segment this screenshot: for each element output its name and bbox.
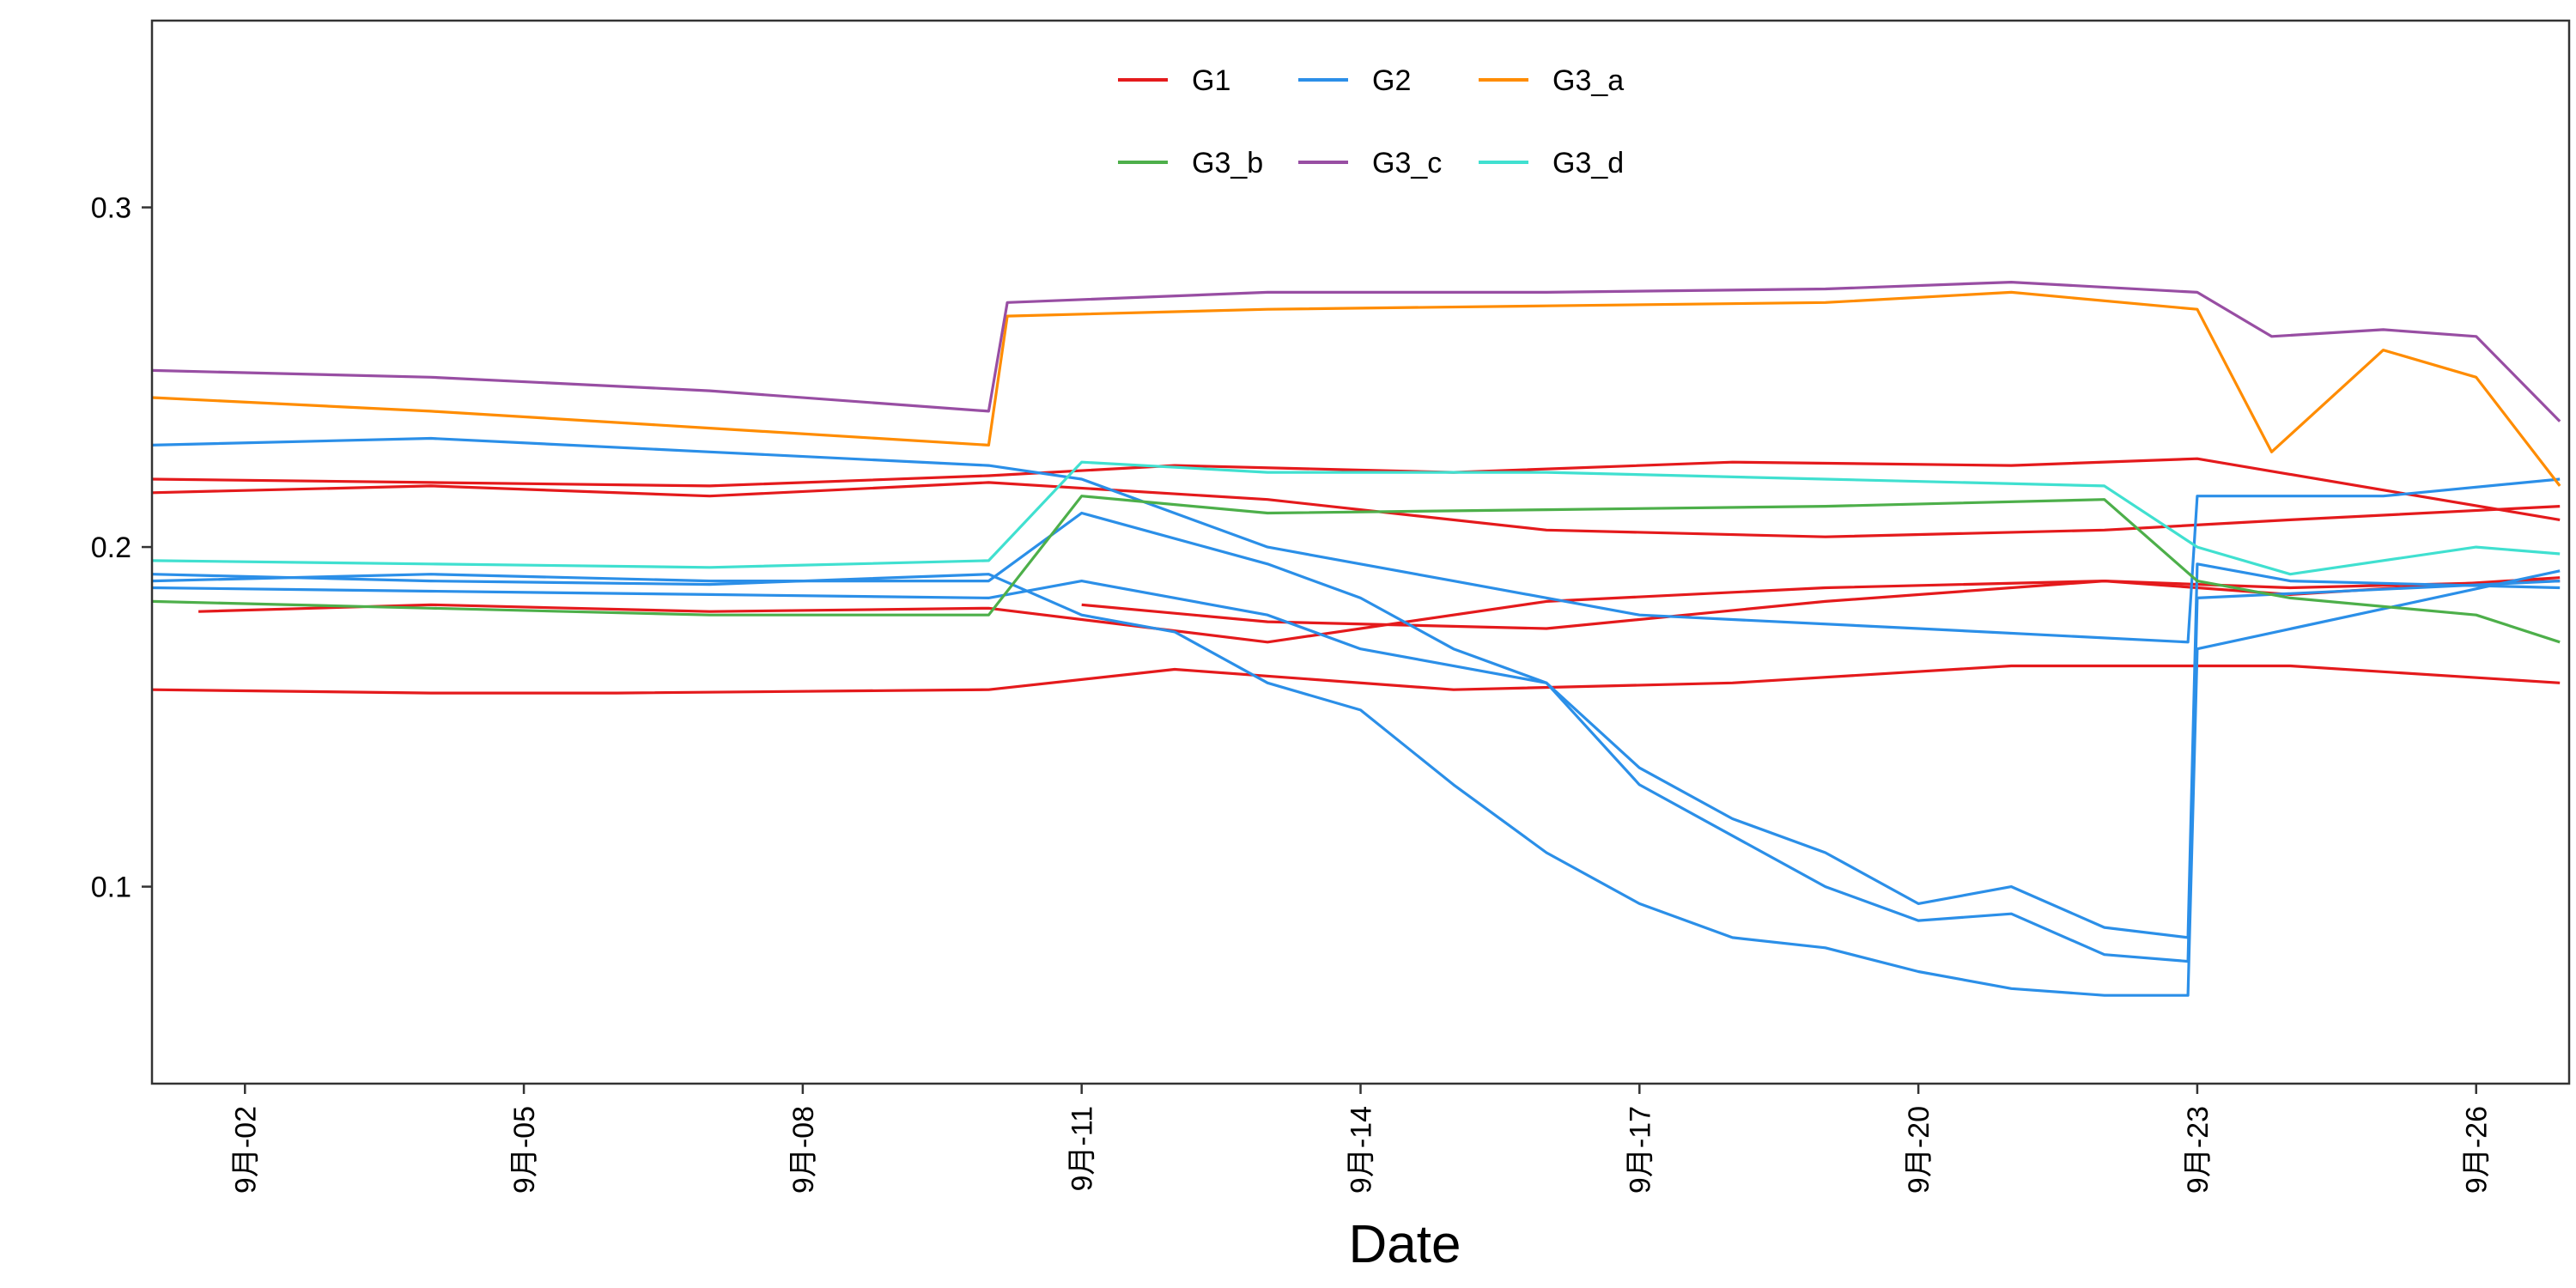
y-axis: 0.1 0.2 0.3: [91, 192, 152, 904]
legend-label: G3_a: [1552, 64, 1624, 97]
x-tick-label: 9月-23: [2182, 1106, 2215, 1194]
series-line: [151, 460, 2561, 576]
y-tick-label: 0.1: [91, 872, 131, 904]
series-layer: [151, 281, 2561, 997]
legend-item-g2: G2: [1298, 64, 1411, 97]
series-g3-c: [151, 281, 2561, 422]
series-line: [151, 290, 2561, 487]
legend-item-g3-d: G3_d: [1479, 147, 1624, 179]
legend-item-g3-c: G3_c: [1298, 147, 1442, 179]
plot-panel: [150, 19, 2571, 1085]
series-g3-a: [151, 290, 2561, 487]
series-line: [151, 569, 2561, 997]
x-tick-label: 9月-20: [1903, 1106, 1935, 1194]
y-tick-label: 0.3: [91, 192, 131, 225]
x-tick-label: 9月-14: [1346, 1106, 1378, 1194]
legend-label: G3_c: [1372, 147, 1442, 179]
series-g1: [151, 457, 2561, 695]
legend-label: G3_b: [1192, 147, 1263, 179]
x-tick-label: 9月-26: [2461, 1106, 2494, 1194]
series-line: [151, 281, 2561, 422]
series-line: [151, 457, 2561, 521]
y-tick-label: 0.2: [91, 532, 131, 564]
legend-label: G3_d: [1552, 147, 1624, 179]
series-line: [151, 511, 2561, 939]
series-g3-d: [151, 460, 2561, 576]
legend-item-g3-a: G3_a: [1479, 64, 1624, 97]
series-line: [151, 481, 2561, 538]
x-tick-label: 9月-17: [1624, 1106, 1656, 1194]
series-line: [151, 436, 2561, 644]
series-g2: [151, 436, 2561, 997]
legend-item-g3-b: G3_b: [1118, 147, 1263, 179]
x-tick-label: 9月-11: [1066, 1106, 1099, 1192]
series-line: [151, 664, 2561, 695]
series-g3-b: [151, 495, 2561, 644]
x-tick-label: 9月-05: [508, 1106, 541, 1194]
legend-label: G2: [1372, 64, 1411, 97]
x-axis-title: Date: [1349, 1215, 1461, 1274]
legend-item-g1: G1: [1118, 64, 1230, 97]
series-line: [151, 495, 2561, 644]
series-line: [151, 580, 2561, 963]
x-tick-label: 9月-02: [229, 1106, 262, 1194]
legend: G1 G2 G3_a G3_b G3_c G3_d: [1118, 64, 1624, 179]
legend-label: G1: [1192, 64, 1230, 97]
x-tick-label: 9月-08: [787, 1106, 820, 1194]
x-axis: 9月-02 9月-05 9月-08 9月-11 9月-14 9月-17 9月-20 9月-23…: [229, 1084, 2494, 1194]
